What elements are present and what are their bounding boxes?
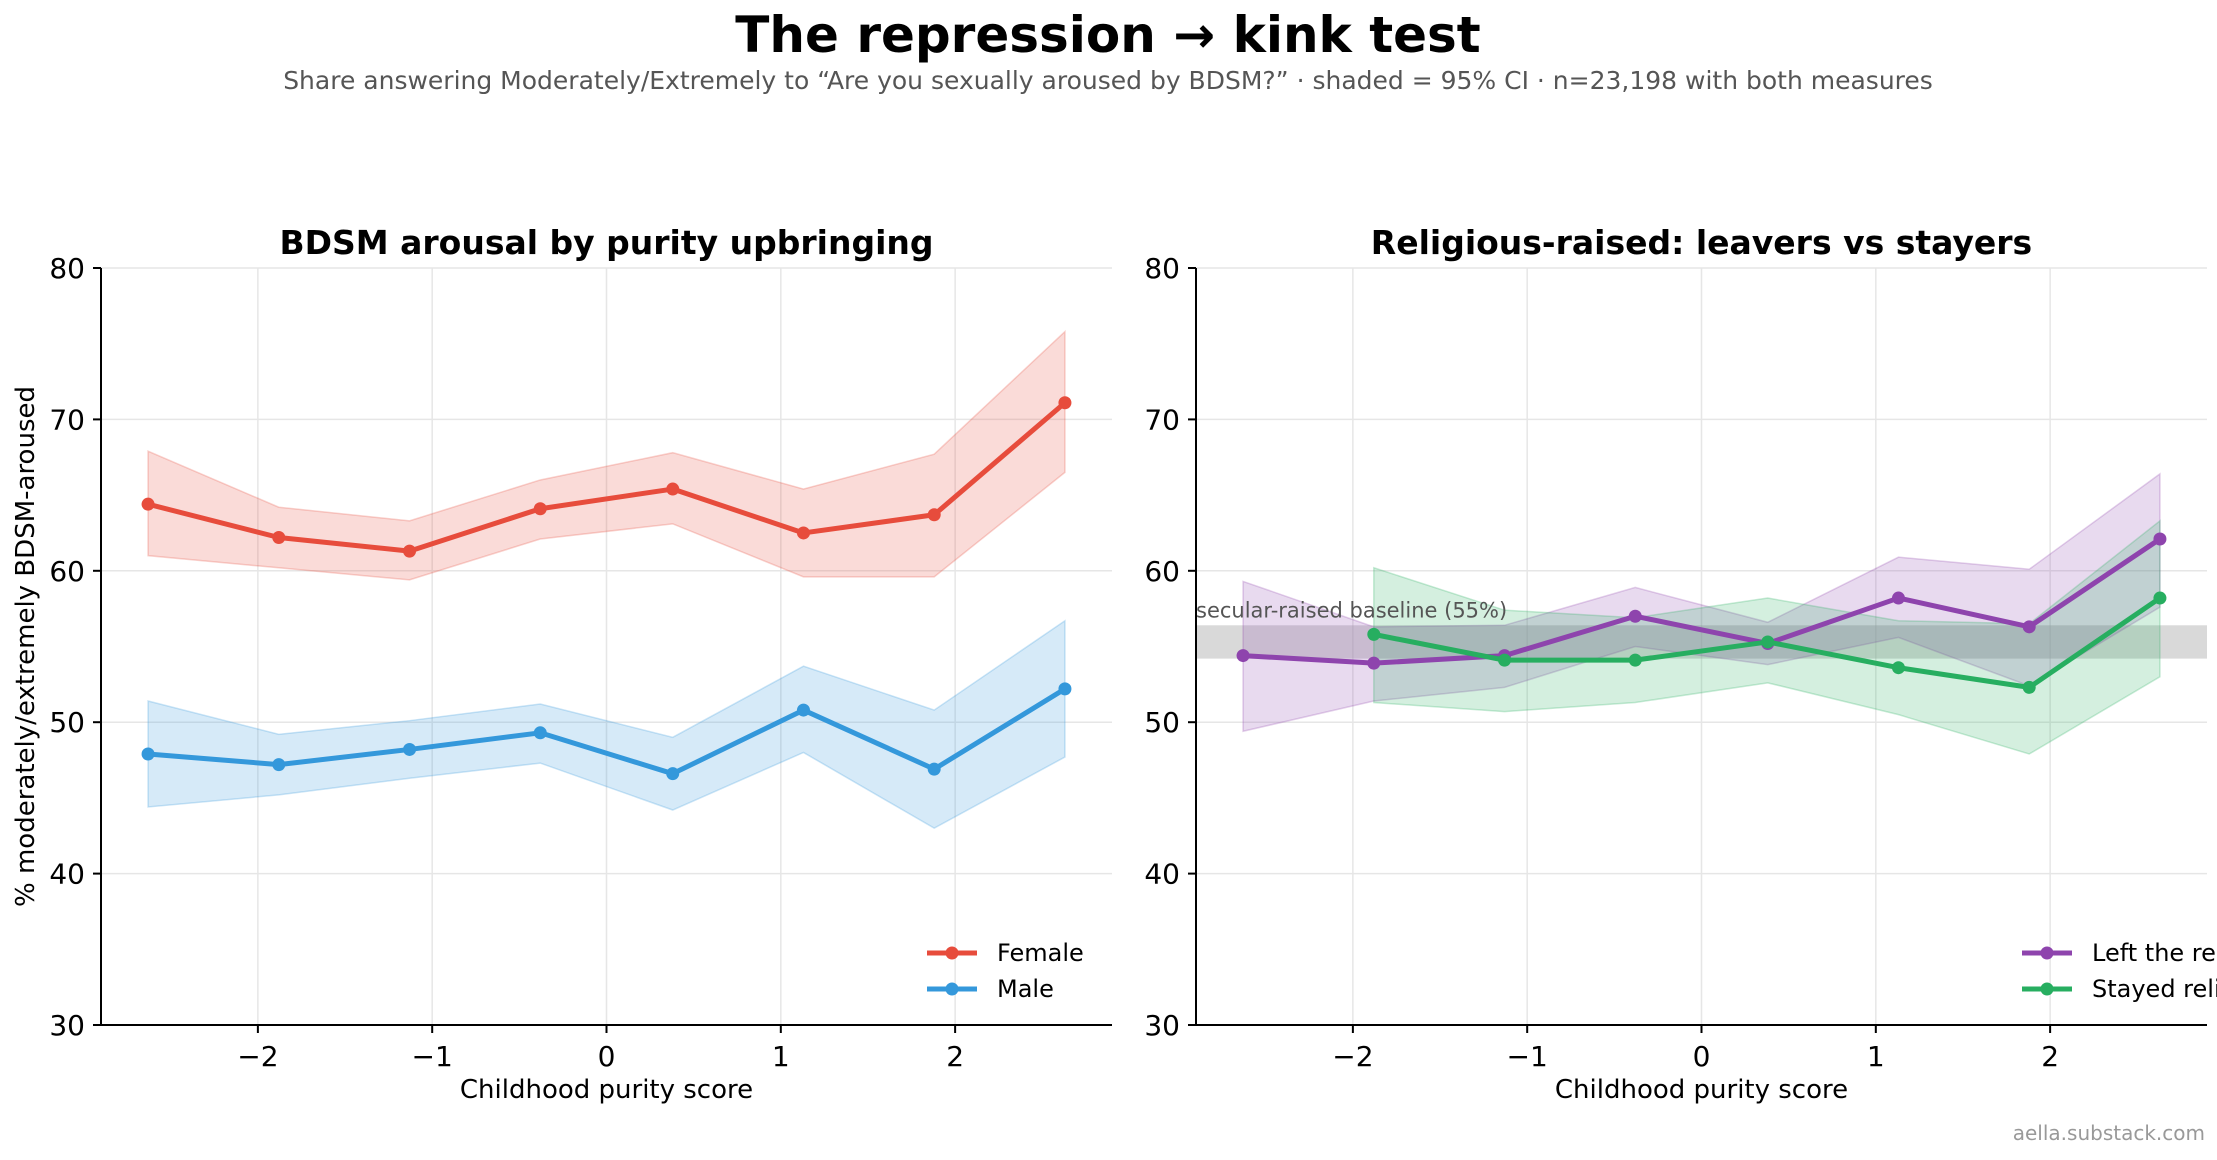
data-point-0 <box>272 530 286 544</box>
legend-swatch-marker-0 <box>945 946 959 960</box>
data-point-1 <box>1498 653 1512 667</box>
x-tick-label: 0 <box>1693 1040 1711 1073</box>
series-line-0 <box>1242 536 2162 666</box>
legend-label-0: Left the religion <box>2092 939 2217 967</box>
figure-subtitle: Share answering Moderately/Extremely to … <box>283 66 1933 95</box>
data-point-0 <box>1058 396 1072 410</box>
x-tick-label: 2 <box>2041 1040 2059 1073</box>
x-tick-label: 0 <box>598 1040 616 1073</box>
data-point-1 <box>666 767 680 781</box>
data-point-1 <box>141 747 155 761</box>
data-point-0 <box>927 508 941 522</box>
data-point-1 <box>403 742 417 756</box>
panel-purity-upbringing: −2 −1 0 1 2 30 40 50 60 70 80 BDSM arousal by purit… <box>11 223 1112 1105</box>
data-point-0 <box>403 544 417 558</box>
y-axis-label: % moderately/extremely BDSM-aroused <box>11 386 41 907</box>
data-point-1 <box>2153 591 2167 605</box>
legend: Female Male <box>927 939 1084 1003</box>
y-tick-label: 40 <box>1144 858 1180 891</box>
legend-swatch-marker-1 <box>945 982 959 996</box>
x-tick-label: −2 <box>237 1040 278 1073</box>
y-tick-label: 80 <box>49 252 85 285</box>
data-point-0 <box>796 526 810 540</box>
figure-title: The repression → kink test <box>735 6 1480 64</box>
y-tick-label: 30 <box>49 1009 85 1042</box>
x-axis-label: Childhood purity score <box>1555 1075 1848 1105</box>
data-point-0 <box>1628 609 1642 623</box>
legend: Left the religion Stayed religious <box>2022 939 2217 1003</box>
y-tick-label: 50 <box>49 706 85 739</box>
legend-label-1: Male <box>997 975 1054 1003</box>
grid <box>101 267 1112 1026</box>
data-point-0 <box>2153 532 2167 546</box>
data-point-1 <box>796 703 810 717</box>
x-tick-label: −1 <box>412 1040 453 1073</box>
data-point-0 <box>2022 620 2036 634</box>
y-tick-label: 60 <box>1144 555 1180 588</box>
panel-title: Religious-raised: leavers vs stayers <box>1371 223 2032 262</box>
data-point-1 <box>1058 682 1072 696</box>
data-point-0 <box>666 482 680 496</box>
y-tick-label: 60 <box>49 555 85 588</box>
baseline-label: secular-raised baseline (55%) <box>1196 598 1507 622</box>
data-point-1 <box>1628 653 1642 667</box>
data-point-1 <box>1367 627 1381 641</box>
ci-band-0 <box>147 329 1066 581</box>
data-point-1 <box>533 726 547 740</box>
data-point-0 <box>1891 591 1905 605</box>
data-point-0 <box>1367 656 1381 670</box>
data-point-0 <box>533 502 547 516</box>
data-point-1 <box>272 758 286 772</box>
series-line-1 <box>147 686 1067 777</box>
x-tick-label: −1 <box>1507 1040 1548 1073</box>
ci-band-1 <box>147 619 1066 830</box>
y-tick-label: 70 <box>1144 403 1180 436</box>
y-tick-label: 40 <box>49 858 85 891</box>
y-tick-label: 80 <box>1144 252 1180 285</box>
y-tick-label: 70 <box>49 403 85 436</box>
legend-swatch-marker-0 <box>2040 946 2054 960</box>
x-tick-label: 2 <box>946 1040 964 1073</box>
legend-label-0: Female <box>997 939 1084 967</box>
panel-title: BDSM arousal by purity upbringing <box>279 223 933 262</box>
data-point-0 <box>1236 649 1250 663</box>
x-tick-label: 1 <box>1867 1040 1885 1073</box>
y-tick-label: 30 <box>1144 1009 1180 1042</box>
y-tick-label: 50 <box>1144 706 1180 739</box>
data-point-1 <box>927 762 941 776</box>
legend-swatch-marker-1 <box>2040 982 2054 996</box>
ci-band-0 <box>1242 472 2161 733</box>
x-axis-label: Childhood purity score <box>460 1075 753 1105</box>
data-point-1 <box>1761 635 1775 649</box>
legend-label-1: Stayed religious <box>2092 975 2217 1003</box>
panel-leavers-vs-stayers: secular-raised baseline (55%) −2 −1 0 1 2 30 40… <box>1144 223 2217 1105</box>
credit-text: aella.substack.com <box>2013 1121 2205 1145</box>
data-point-1 <box>1891 661 1905 675</box>
data-point-0 <box>141 497 155 511</box>
x-tick-label: −2 <box>1332 1040 1373 1073</box>
data-point-1 <box>2022 680 2036 694</box>
x-tick-label: 1 <box>772 1040 790 1073</box>
series-line-0 <box>147 400 1067 554</box>
